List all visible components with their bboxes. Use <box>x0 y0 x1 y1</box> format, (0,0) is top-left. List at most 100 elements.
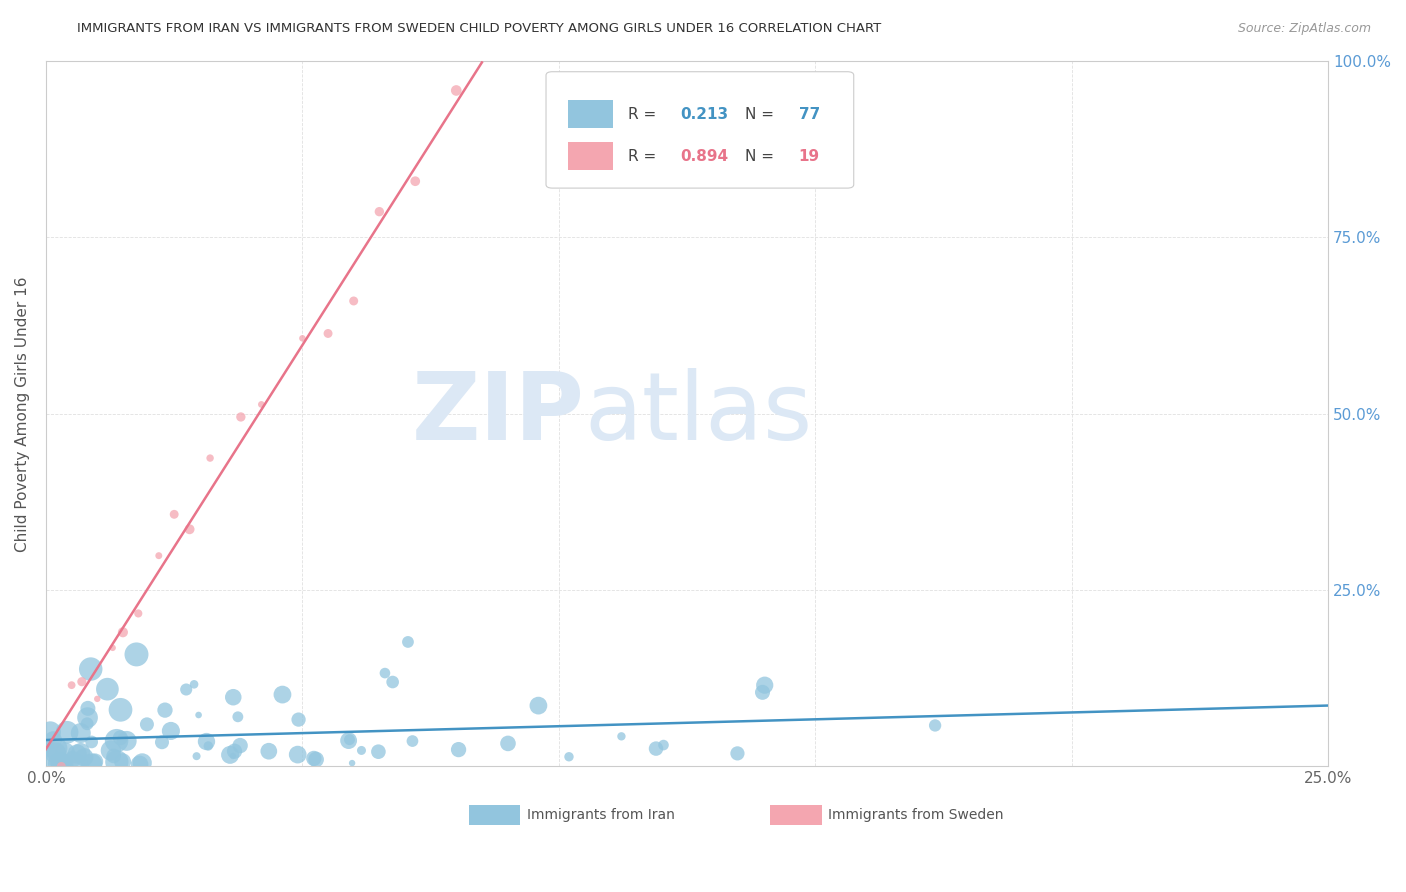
Point <box>69 726 91 740</box>
Point <box>163 508 186 522</box>
Point <box>343 293 366 308</box>
Point <box>195 734 218 748</box>
Point <box>446 83 468 97</box>
Point <box>96 682 118 697</box>
Point <box>396 635 419 649</box>
Point <box>224 744 246 758</box>
Point <box>53 745 76 759</box>
Point <box>70 674 93 689</box>
Point <box>111 755 134 769</box>
Point <box>84 755 107 769</box>
Point <box>754 678 776 692</box>
Point <box>374 666 396 681</box>
Point <box>101 640 124 655</box>
Text: Immigrants from Iran: Immigrants from Iran <box>527 808 675 822</box>
Text: 19: 19 <box>799 149 820 164</box>
Point <box>447 742 470 756</box>
Point <box>368 204 391 219</box>
Point <box>222 749 245 764</box>
Point <box>271 688 294 702</box>
Point <box>179 522 201 536</box>
Point <box>45 741 67 756</box>
Point <box>128 757 150 772</box>
Point <box>148 549 170 563</box>
Text: Immigrants from Sweden: Immigrants from Sweden <box>828 808 1004 822</box>
Point <box>287 747 309 762</box>
Point <box>46 757 69 772</box>
Point <box>291 331 314 345</box>
Point <box>100 743 122 757</box>
Point <box>257 744 280 758</box>
Text: N =: N = <box>745 106 779 121</box>
Point <box>401 734 423 748</box>
Point <box>305 752 328 766</box>
Point <box>80 735 103 749</box>
Point <box>66 758 89 772</box>
Point <box>222 690 245 705</box>
Point <box>610 729 633 743</box>
Text: atlas: atlas <box>585 368 813 459</box>
Text: R =: R = <box>628 106 661 121</box>
Text: 77: 77 <box>799 106 820 121</box>
Point <box>73 750 96 764</box>
Text: 0.894: 0.894 <box>681 149 728 164</box>
Point <box>287 713 309 727</box>
Point <box>76 716 98 731</box>
FancyBboxPatch shape <box>546 71 853 188</box>
Point <box>80 662 103 676</box>
Text: N =: N = <box>745 149 779 164</box>
Point <box>337 733 360 747</box>
Point <box>115 734 138 748</box>
Point <box>229 739 252 753</box>
Point <box>558 749 581 764</box>
Point <box>77 701 100 715</box>
Point <box>187 708 209 723</box>
Y-axis label: Child Poverty Among Girls Under 16: Child Poverty Among Girls Under 16 <box>15 276 30 551</box>
Point <box>725 747 748 761</box>
Text: ZIP: ZIP <box>412 368 585 459</box>
Text: IMMIGRANTS FROM IRAN VS IMMIGRANTS FROM SWEDEN CHILD POVERTY AMONG GIRLS UNDER 1: IMMIGRANTS FROM IRAN VS IMMIGRANTS FROM … <box>77 22 882 36</box>
Point <box>186 749 208 764</box>
Point <box>80 757 103 772</box>
Point <box>136 717 159 731</box>
Point <box>645 741 668 756</box>
Point <box>150 735 173 749</box>
Point <box>39 725 62 739</box>
Point <box>105 733 128 747</box>
Point <box>110 703 132 717</box>
Point <box>42 733 65 747</box>
Point <box>111 625 134 640</box>
Point <box>226 710 249 724</box>
Point <box>316 326 339 341</box>
Point <box>153 703 176 717</box>
Text: R =: R = <box>628 149 661 164</box>
Point <box>56 725 79 739</box>
Point <box>160 723 183 738</box>
Point <box>198 451 221 466</box>
Point <box>131 756 153 770</box>
Point <box>652 738 675 752</box>
Point <box>51 758 73 772</box>
Point <box>229 409 252 424</box>
Point <box>751 685 773 699</box>
Point <box>496 736 519 750</box>
Point <box>127 607 149 621</box>
Point <box>527 698 550 713</box>
Point <box>219 747 242 762</box>
Point <box>250 397 273 411</box>
Point <box>125 648 148 662</box>
Point <box>86 691 108 706</box>
Point <box>60 678 83 692</box>
Point <box>66 747 89 761</box>
Point <box>302 751 325 765</box>
FancyBboxPatch shape <box>470 805 520 825</box>
Point <box>350 743 373 757</box>
Point <box>924 718 946 732</box>
Point <box>381 675 404 690</box>
Point <box>76 711 98 725</box>
Point <box>44 746 66 760</box>
Point <box>183 677 205 691</box>
Point <box>404 174 426 188</box>
Point <box>103 748 125 763</box>
Point <box>51 759 73 773</box>
